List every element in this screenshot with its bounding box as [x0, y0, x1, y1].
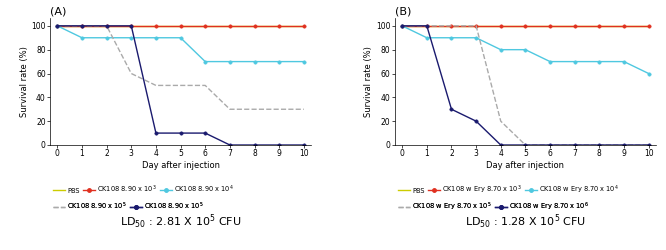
Text: (B): (B): [395, 7, 411, 17]
Y-axis label: Survival rate (%): Survival rate (%): [19, 46, 29, 117]
X-axis label: Day after injection: Day after injection: [486, 161, 564, 170]
Legend: CK108 8.90 x 10$^5$, CK108 8.90 x 10$^5$: CK108 8.90 x 10$^5$, CK108 8.90 x 10$^5$: [53, 200, 204, 212]
X-axis label: Day after injection: Day after injection: [142, 161, 220, 170]
Text: (A): (A): [50, 7, 67, 17]
Legend: CK108 w Ery 8.70 x 10$^5$, CK108 w Ery 8.70 x 10$^6$: CK108 w Ery 8.70 x 10$^5$, CK108 w Ery 8…: [398, 200, 589, 213]
Y-axis label: Survival rate (%): Survival rate (%): [364, 46, 374, 117]
Text: LD$_{50}$ : 2.81 X 10$^5$ CFU: LD$_{50}$ : 2.81 X 10$^5$ CFU: [120, 212, 241, 231]
Text: LD$_{50}$ : 1.28 X 10$^5$ CFU: LD$_{50}$ : 1.28 X 10$^5$ CFU: [465, 212, 586, 231]
